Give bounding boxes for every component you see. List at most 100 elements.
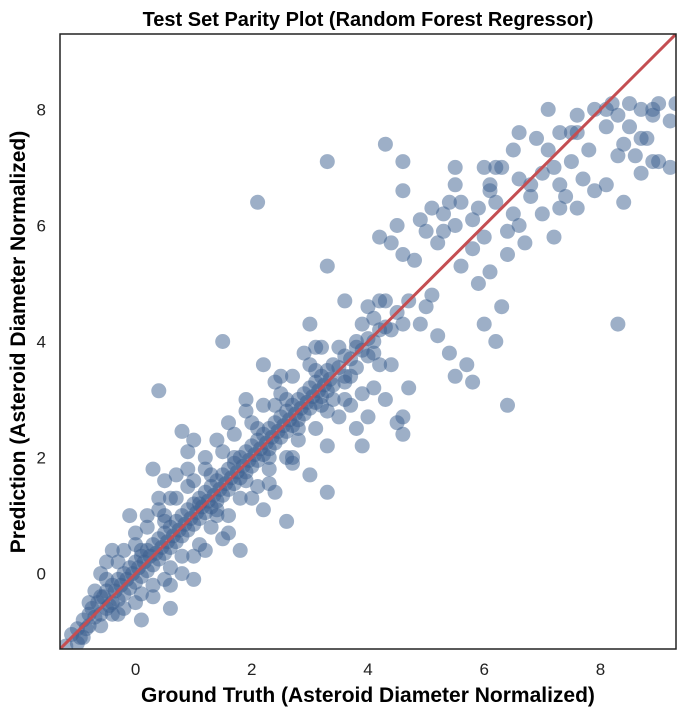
data-point	[308, 339, 324, 355]
data-point	[197, 542, 213, 558]
data-point	[250, 479, 266, 494]
data-point	[476, 229, 492, 245]
x-axis-label: Ground Truth (Asteroid Diameter Normaliz…	[141, 684, 595, 707]
x-tick-label: 8	[596, 660, 605, 679]
data-point	[285, 450, 300, 465]
data-point	[157, 473, 173, 489]
data-point	[534, 206, 550, 222]
data-point	[348, 334, 364, 349]
data-point	[459, 357, 475, 373]
data-point	[436, 223, 451, 239]
data-point	[331, 409, 347, 425]
data-point	[267, 397, 283, 413]
data-point	[279, 392, 295, 407]
data-point	[343, 397, 359, 413]
data-point	[558, 189, 574, 204]
data-point	[569, 107, 585, 123]
y-tick-label: 2	[37, 449, 46, 468]
data-point	[500, 223, 515, 239]
data-point	[453, 194, 469, 210]
data-point	[598, 177, 614, 193]
x-tick-label: 2	[247, 660, 256, 679]
data-point	[633, 130, 649, 146]
data-point	[366, 310, 382, 326]
data-point	[366, 345, 382, 361]
data-point	[226, 450, 242, 465]
data-point	[447, 159, 463, 175]
data-point	[139, 508, 155, 524]
data-point	[186, 571, 202, 587]
data-point	[319, 258, 335, 274]
data-point	[372, 229, 388, 245]
data-point	[319, 154, 335, 170]
data-point	[500, 247, 515, 262]
y-axis-ticks: 0 2 4 6 8	[37, 100, 46, 583]
data-point	[430, 328, 446, 344]
data-point	[174, 423, 190, 439]
y-tick-label: 4	[37, 333, 46, 352]
data-point	[633, 165, 649, 181]
data-point	[162, 577, 178, 593]
data-point	[616, 136, 632, 152]
data-point	[436, 206, 451, 222]
data-point	[465, 241, 481, 257]
data-point	[569, 200, 585, 216]
data-point	[180, 444, 196, 460]
data-point	[261, 476, 277, 492]
data-point	[133, 612, 149, 628]
data-point	[627, 148, 643, 164]
data-point	[186, 548, 202, 564]
data-point	[540, 142, 556, 158]
data-point	[145, 589, 161, 605]
data-point	[383, 235, 399, 251]
data-point	[622, 119, 637, 135]
data-point	[465, 374, 481, 390]
x-tick-label: 6	[479, 660, 488, 679]
data-point	[366, 380, 382, 396]
data-point	[441, 194, 457, 210]
data-point	[476, 316, 492, 332]
data-point	[319, 438, 335, 454]
x-tick-label: 4	[363, 660, 372, 679]
x-axis-ticks: 0 2 4 6 8	[131, 660, 605, 679]
data-point	[145, 577, 161, 593]
data-point	[645, 154, 661, 170]
data-point	[447, 177, 463, 193]
data-point	[244, 490, 260, 506]
data-point	[290, 432, 306, 448]
data-point	[238, 403, 254, 419]
data-point	[500, 397, 515, 413]
data-point	[325, 392, 341, 407]
data-point	[517, 235, 533, 251]
data-point	[133, 542, 149, 558]
data-point	[610, 107, 626, 123]
data-point	[407, 252, 422, 268]
data-point	[598, 119, 614, 135]
data-point	[505, 206, 521, 222]
parity-line	[60, 34, 676, 649]
data-point	[99, 554, 114, 570]
data-point	[633, 101, 649, 117]
data-point	[139, 519, 155, 535]
data-point	[354, 386, 370, 402]
data-point	[186, 432, 202, 448]
data-point	[482, 264, 498, 280]
y-tick-label: 8	[37, 100, 46, 119]
data-point	[395, 247, 411, 262]
data-point	[395, 316, 411, 332]
plot-area	[60, 34, 676, 649]
data-point	[412, 316, 428, 332]
data-point	[383, 322, 399, 338]
data-point	[348, 421, 364, 436]
data-point	[314, 397, 329, 413]
data-point	[575, 171, 591, 187]
data-point	[470, 200, 486, 216]
data-point	[255, 502, 271, 518]
data-point	[75, 629, 91, 645]
data-point	[389, 415, 405, 431]
data-point	[168, 490, 184, 506]
data-point	[261, 450, 277, 465]
data-point	[209, 432, 225, 448]
data-point	[296, 345, 312, 361]
